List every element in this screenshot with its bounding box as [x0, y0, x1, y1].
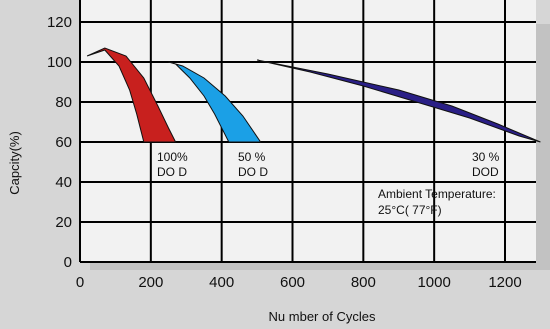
y-tick-120: 120	[47, 14, 72, 31]
label-30-line1: 30 %	[472, 150, 500, 164]
y-tick-20: 20	[55, 214, 72, 231]
x-axis-label: Nu mber of Cycles	[269, 309, 376, 324]
label-100-line2: DO D	[157, 165, 187, 179]
label-100-line1: 100%	[157, 150, 188, 164]
temperature-annotation-line2: 25°C( 77°F)	[378, 203, 442, 217]
x-tick-0: 0	[76, 274, 84, 291]
x-tick-800: 800	[351, 274, 376, 291]
y-tick-60: 60	[55, 134, 72, 151]
y-tick-40: 40	[55, 174, 72, 191]
x-tick-1000: 1000	[417, 274, 450, 291]
series-band-0	[86, 47, 177, 143]
label-50-line1: 50 %	[238, 150, 266, 164]
temperature-annotation-line1: Ambient Temperature:	[378, 187, 496, 201]
x-tick-1200: 1200	[488, 274, 521, 291]
label-50-line2: DO D	[238, 165, 268, 179]
y-tick-100: 100	[47, 54, 72, 71]
x-tick-200: 200	[138, 274, 163, 291]
series-band-2	[256, 59, 541, 143]
y-tick-80: 80	[55, 94, 72, 111]
x-tick-400: 400	[209, 274, 234, 291]
x-tick-600: 600	[280, 274, 305, 291]
y-tick-0: 0	[64, 254, 72, 271]
y-axis-label: Capcity(%)	[7, 131, 22, 195]
series-band-1	[168, 61, 262, 143]
label-30-line2: DOD	[472, 165, 499, 179]
